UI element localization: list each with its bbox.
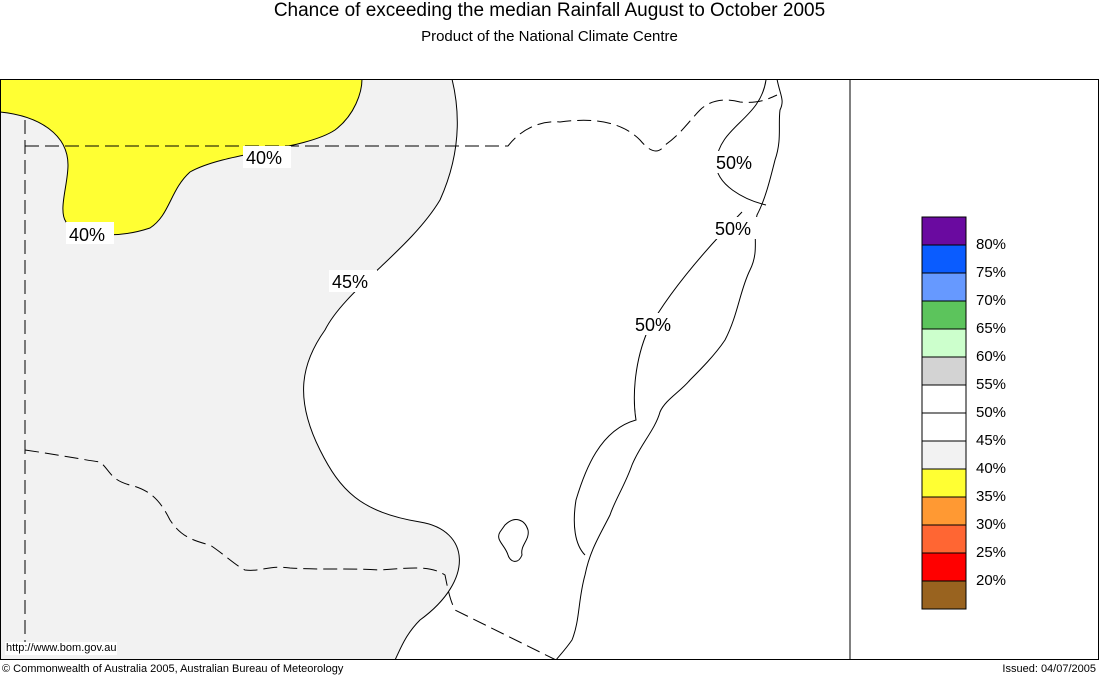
legend-label: 55% (976, 376, 1007, 393)
source-url[interactable]: http://www.bom.gov.au (5, 642, 118, 655)
legend-swatch (921, 328, 967, 358)
contour-label-50-central: 50% (635, 315, 671, 335)
legend-swatch (921, 356, 967, 386)
map-title: Chance of exceeding the median Rainfall … (273, 0, 826, 21)
contour-50-percent-a (715, 79, 767, 206)
legend-swatch (921, 468, 967, 498)
legend-swatch (921, 412, 967, 442)
legend-swatch (921, 300, 967, 330)
legend-label: 80% (976, 236, 1007, 253)
legend-label: 75% (976, 264, 1007, 281)
legend-swatch (921, 272, 967, 302)
region-35-40-percent (0, 79, 363, 236)
legend-swatch (921, 524, 967, 554)
legend-label: 50% (976, 404, 1007, 421)
contour-label-50-coast: 50% (715, 219, 751, 239)
contour-50-percent-b (573, 211, 743, 556)
issued-date: Issued: 04/07/2005 (1002, 663, 1096, 675)
legend-label: 40% (976, 460, 1007, 477)
legend-label: 70% (976, 292, 1007, 309)
legend-swatch (921, 496, 967, 526)
legend-swatch (921, 244, 967, 274)
state-border-north (25, 94, 778, 152)
legend-label: 65% (976, 320, 1007, 337)
legend-label: 20% (976, 572, 1007, 589)
contour-labels: 40% 40% 45% 50% 50% 50% (66, 146, 761, 335)
rainfall-map: 40% 40% 45% 50% 50% 50% (0, 79, 1099, 660)
legend-label: 30% (976, 516, 1007, 533)
contour-label-40-west: 40% (69, 225, 105, 245)
legend-label: 25% (976, 544, 1007, 561)
act-territory (498, 519, 529, 562)
legend-label: 45% (976, 432, 1007, 449)
coastline (555, 79, 783, 660)
legend-label: 35% (976, 488, 1007, 505)
legend-swatch (921, 580, 967, 610)
contour-label-45: 45% (332, 272, 368, 292)
legend-swatch (921, 216, 967, 246)
legend-swatch (921, 440, 967, 470)
map-subtitle: Product of the National Climate Centre (421, 28, 678, 45)
state-border-south (24, 449, 557, 660)
legend-label: 60% (976, 348, 1007, 365)
contour-label-50-north: 50% (716, 153, 752, 173)
legend-swatches (921, 216, 967, 610)
contour-label-40-north: 40% (246, 148, 282, 168)
legend-swatch (921, 552, 967, 582)
legend-swatch (921, 384, 967, 414)
copyright-text: © Commonwealth of Australia 2005, Austra… (2, 663, 344, 675)
